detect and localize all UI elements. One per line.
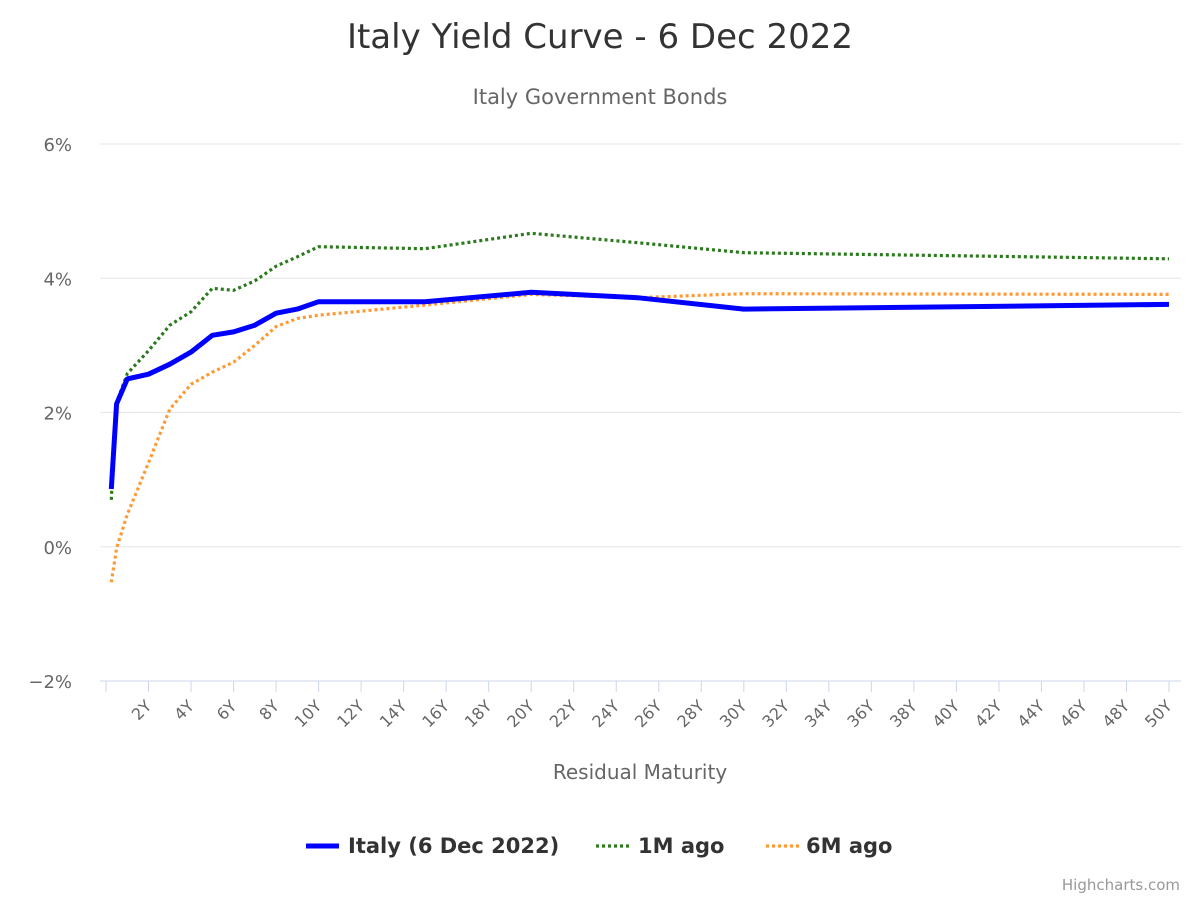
y-tick-label: 4% [43, 269, 72, 290]
x-tick-label: 42Y [971, 696, 1006, 731]
credits-link[interactable]: Highcharts.com [1062, 876, 1180, 894]
y-tick-label: −2% [28, 672, 72, 693]
series-line-0[interactable] [108, 289, 1170, 490]
legend-label: 6M ago [806, 834, 892, 858]
x-tick-label: 46Y [1056, 696, 1091, 731]
y-tick-label: 0% [43, 538, 72, 559]
x-tick-label: 22Y [546, 696, 581, 731]
y-tick-label: 2% [43, 404, 72, 425]
legend-item-1[interactable]: 1M ago [596, 834, 724, 858]
series-line-1[interactable] [109, 231, 1170, 500]
plot-area [108, 231, 1170, 583]
x-tick-label: 40Y [928, 696, 963, 731]
x-tick-label: 24Y [588, 696, 623, 731]
chart-subtitle: Italy Government Bonds [473, 85, 728, 109]
y-tick-label: 6% [43, 135, 72, 156]
x-tick-label: 10Y [291, 696, 326, 731]
x-tick-label: 14Y [376, 696, 411, 731]
legend-item-0[interactable]: Italy (6 Dec 2022) [306, 834, 559, 858]
x-tick-label: 48Y [1099, 696, 1134, 731]
legend-label: 1M ago [638, 834, 724, 858]
x-tick-label: 12Y [333, 696, 368, 731]
x-tick-label: 36Y [843, 696, 878, 731]
gridlines [100, 143, 1181, 548]
x-tick-label: 6Y [213, 696, 241, 724]
x-tick-label: 38Y [886, 696, 921, 731]
x-tick-label: 50Y [1141, 696, 1176, 731]
x-tick-label: 4Y [170, 696, 198, 724]
legend-item-2[interactable]: 6M ago [766, 834, 892, 858]
x-tick-label: 28Y [673, 696, 708, 731]
y-axis: −2% 0% 2% 4% 6% [28, 135, 72, 693]
x-tick-label: 8Y [255, 696, 283, 724]
x-tick-label: 16Y [418, 696, 453, 731]
chart-title: Italy Yield Curve - 6 Dec 2022 [347, 17, 853, 57]
x-axis: 2Y 4Y 6Y 8Y 10Y 12Y 14Y 16Y 18Y 20Y 22Y 24Y 26Y 28Y 30… [100, 680, 1181, 731]
legend-label: Italy (6 Dec 2022) [348, 834, 559, 858]
series-line-2[interactable] [109, 292, 1170, 583]
x-tick-label: 32Y [758, 696, 793, 731]
legend: Italy (6 Dec 2022) 1M ago 6M ago [306, 834, 892, 858]
x-axis-title: Residual Maturity [553, 760, 727, 784]
x-tick-label: 30Y [716, 696, 751, 731]
x-tick-label: 44Y [1014, 696, 1049, 731]
x-tick-label: 26Y [631, 696, 666, 731]
x-tick-label: 20Y [503, 696, 538, 731]
x-tick-label: 2Y [128, 696, 156, 724]
x-tick-label: 18Y [461, 696, 496, 731]
x-tick-label: 34Y [801, 696, 836, 731]
